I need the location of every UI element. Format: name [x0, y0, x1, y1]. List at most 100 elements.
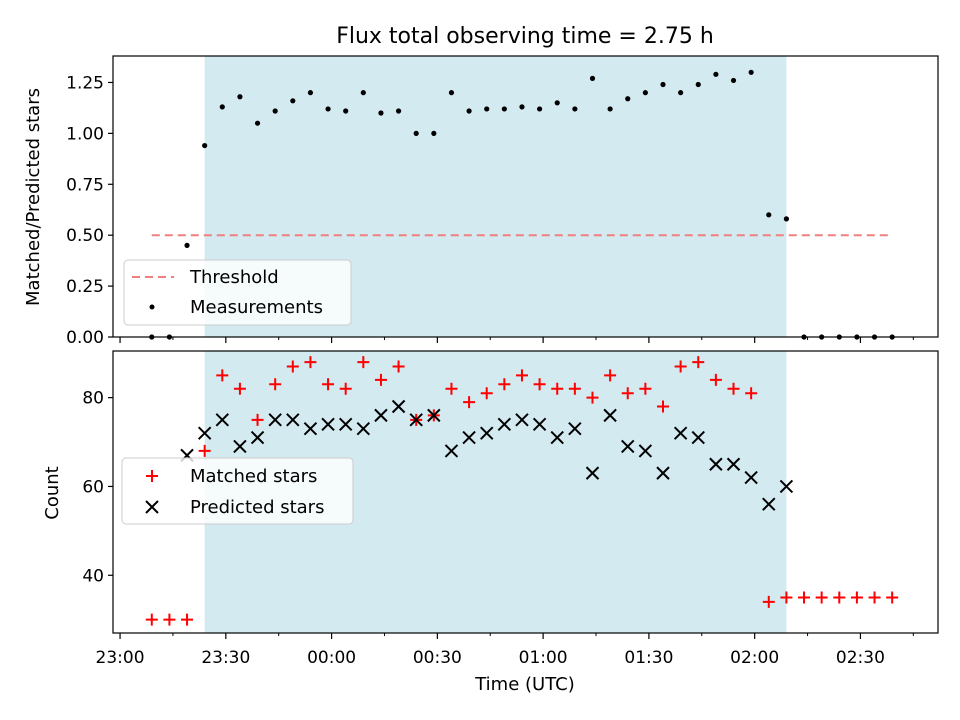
y-tick-label: 0.25: [66, 277, 104, 297]
matched-stars-point: [639, 382, 652, 395]
predicted-stars-point: [497, 417, 512, 431]
matched-stars-point: [850, 591, 863, 604]
top-x-axis-ticks: [119, 337, 914, 343]
matched-stars-point: [868, 591, 881, 604]
measurement-point: [572, 106, 578, 112]
measurement-point: [695, 81, 701, 88]
measurement-point: [431, 130, 437, 136]
predicted-stars-point: [744, 470, 758, 485]
legend-measurements-swatch: [149, 304, 155, 310]
predicted-stars-point: [197, 426, 212, 440]
measurement-point: [290, 98, 296, 104]
y-tick-label: 40: [82, 566, 104, 586]
predicted-stars-point: [268, 413, 282, 427]
matched-stars-point: [815, 591, 828, 604]
predicted-stars-point: [462, 430, 476, 445]
measurement-point: [554, 100, 560, 106]
measurement-point: [272, 108, 278, 114]
y-tick-label: 80: [82, 389, 104, 409]
matched-stars-point: [586, 391, 599, 404]
bottom-axes-frame: [112, 350, 939, 634]
predicted-stars-point: [638, 444, 653, 458]
predicted-stars-point: [726, 457, 741, 471]
matched-stars-point: [551, 382, 564, 395]
y-tick-label: 60: [82, 477, 104, 497]
matched-stars-point: [762, 595, 775, 608]
predicted-stars-point: [338, 417, 353, 431]
legend-measurements-label: Measurements: [190, 297, 323, 318]
matched-stars-point: [745, 387, 758, 400]
predicted-stars-point: [444, 444, 459, 458]
y-tick-label: 0.50: [66, 226, 104, 246]
measurement-point: [219, 104, 225, 110]
x-tick-label: 01:30: [624, 648, 673, 668]
predicted-stars-point: [673, 426, 688, 440]
measurement-point: [325, 106, 331, 112]
measurement-point: [660, 81, 666, 88]
matched-stars-point: [480, 387, 493, 400]
bottom-y-axis-label: Count: [42, 466, 63, 519]
count-points: [145, 356, 899, 626]
measurement-point: [184, 242, 190, 248]
matched-stars-point: [498, 378, 511, 391]
matched-stars-point: [709, 373, 722, 386]
count-panel: 40 60 80 23:00 23:30 00:00 00:30 01:00 01:30 02:…: [42, 350, 939, 695]
bottom-x-axis-ticks: 23:00 23:30 00:00 00:30 01:00 01:30 02:00 02:30: [96, 633, 914, 668]
matched-stars-point: [727, 382, 740, 395]
predicted-stars-point: [550, 430, 564, 445]
matched-stars-point: [833, 591, 846, 604]
top-y-axis-ticks: 0.00 0.25 0.50 0.75 1.00 1.25: [66, 73, 113, 348]
matched-stars-point: [233, 382, 246, 395]
predicted-stars-point: [568, 422, 582, 436]
matched-stars-point: [163, 613, 176, 626]
measurement-point: [607, 106, 613, 112]
x-tick-label: 01:00: [519, 648, 568, 668]
matched-stars-point: [886, 591, 899, 604]
measurement-point: [466, 108, 472, 114]
measurement-point: [448, 90, 455, 96]
matched-stars-point: [304, 356, 317, 369]
legend-matched-label: Matched stars: [190, 466, 317, 487]
matched-stars-point: [286, 360, 299, 373]
measurement-point: [395, 108, 402, 114]
predicted-stars-point: [374, 408, 388, 423]
ratio-panel: 0.00 0.25 0.50 0.75 1.00 1.25 Matched/Predict…: [23, 55, 939, 348]
predicted-stars-point: [762, 497, 776, 511]
matched-stars-point: [780, 591, 793, 604]
x-tick-label: 00:30: [413, 648, 462, 668]
measurement-point: [748, 69, 754, 75]
predicted-stars-point: [532, 417, 547, 431]
x-tick-label: 23:30: [201, 648, 250, 668]
predicted-stars-point: [585, 466, 600, 480]
matched-stars-point: [357, 356, 370, 369]
matched-stars-point: [515, 369, 528, 382]
predicted-stars-point: [356, 422, 371, 436]
measurement-point: [519, 104, 525, 110]
predicted-stars-point: [515, 413, 529, 427]
x-tick-label: 23:00: [96, 648, 145, 668]
measurement-point: [254, 120, 261, 126]
measurement-point: [766, 212, 772, 218]
predicted-stars-point: [409, 413, 423, 427]
predicted-stars-point: [321, 417, 335, 431]
predicted-stars-point: [779, 479, 794, 494]
measurement-point: [642, 90, 648, 96]
bottom-y-axis-ticks: 40 60 80: [82, 389, 113, 586]
top-y-axis-label: Matched/Predicted stars: [23, 88, 44, 306]
y-tick-label: 0.00: [66, 328, 104, 348]
legend-threshold-label: Threshold: [189, 267, 279, 288]
x-axis-label: Time (UTC): [474, 674, 575, 695]
matched-stars-point: [339, 382, 352, 395]
measurement-point: [713, 71, 719, 77]
matched-stars-point: [621, 387, 634, 400]
predicted-stars-point: [303, 422, 318, 436]
y-tick-label: 0.75: [66, 175, 104, 195]
predicted-stars-point: [391, 399, 406, 414]
matched-stars-point: [374, 373, 387, 386]
predicted-stars-point: [480, 426, 494, 440]
predicted-stars-point: [233, 439, 247, 454]
bottom-legend: Matched stars Predicted stars: [121, 457, 354, 525]
predicted-stars-point: [427, 408, 441, 423]
top-legend: Threshold Measurements: [123, 259, 352, 326]
